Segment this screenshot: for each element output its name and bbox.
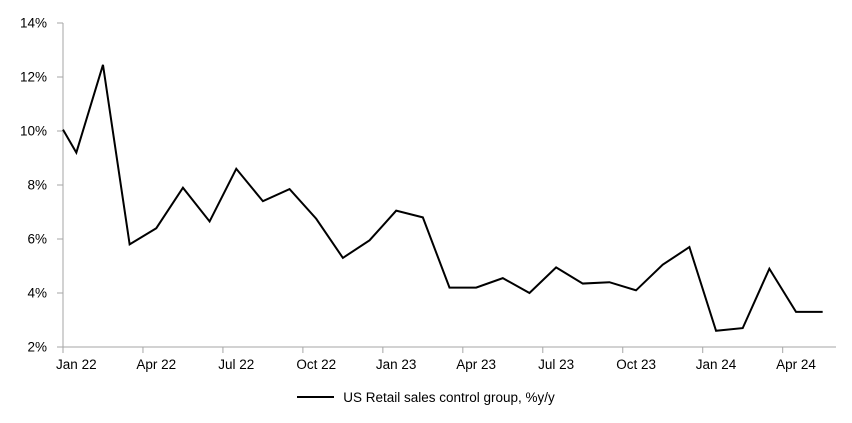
- chart-svg: 2% 4% 6% 8% 10% 12% 14% Jan 22 Apr 22 Jul 22 Oct 2…: [20, 16, 836, 372]
- legend: US Retail sales control group, %y/y: [0, 384, 852, 410]
- x-axis-tick-label: Jul 23: [538, 357, 574, 372]
- x-axis-tick-label: Apr 24: [776, 357, 816, 372]
- x-axis-tick-label: Jan 22: [56, 357, 97, 372]
- x-axis-tick-label: Jul 22: [218, 357, 254, 372]
- x-axis-tick-label: Jan 24: [696, 357, 737, 372]
- y-axis-tick-label: 12%: [20, 70, 47, 85]
- y-axis-tick-label: 4%: [27, 286, 47, 301]
- x-axis-tick-label: Apr 22: [136, 357, 176, 372]
- legend-label: US Retail sales control group, %y/y: [343, 389, 555, 405]
- y-axis-tick-label: 6%: [27, 232, 47, 247]
- x-axis-tick-label: Jan 23: [376, 357, 417, 372]
- x-axis-tick-label: Apr 23: [456, 357, 496, 372]
- y-axis-tick-label: 8%: [27, 178, 47, 193]
- x-axis-tick-label: Oct 22: [296, 357, 336, 372]
- series-line: [62, 64, 823, 332]
- y-axis-tick-label: 2%: [27, 340, 47, 355]
- x-axis-tick-label: Oct 23: [616, 357, 656, 372]
- y-axis-tick-label: 14%: [20, 16, 47, 31]
- y-axis-tick-label: 10%: [20, 124, 47, 139]
- legend-line-sample: [297, 396, 335, 398]
